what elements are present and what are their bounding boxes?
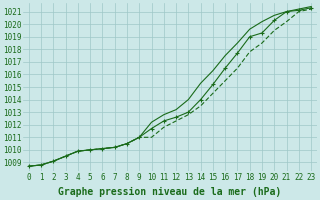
X-axis label: Graphe pression niveau de la mer (hPa): Graphe pression niveau de la mer (hPa) <box>58 187 282 197</box>
